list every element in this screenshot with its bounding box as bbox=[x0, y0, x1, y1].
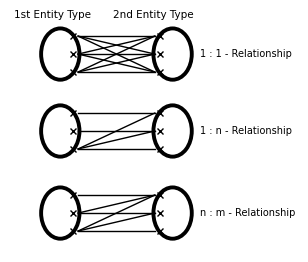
Text: 1 : 1 - Relationship: 1 : 1 - Relationship bbox=[200, 49, 292, 59]
Text: 2nd Entity Type: 2nd Entity Type bbox=[113, 10, 194, 20]
Text: n : m - Relationship: n : m - Relationship bbox=[200, 208, 295, 218]
Text: 1 : n - Relationship: 1 : n - Relationship bbox=[200, 126, 292, 136]
Text: 1st Entity Type: 1st Entity Type bbox=[14, 10, 91, 20]
